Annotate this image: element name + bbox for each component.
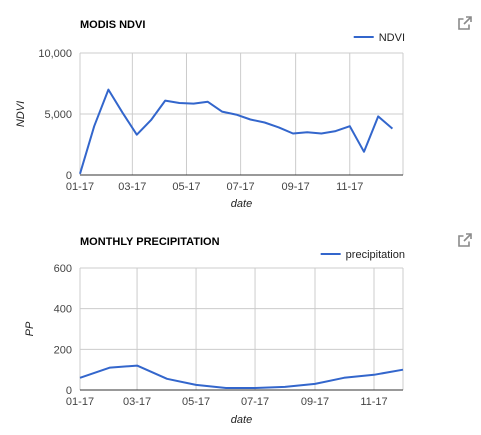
- ndvi-data-point[interactable]: [247, 116, 253, 122]
- precipitation-chart-panel: MONTHLY PRECIPITATION 0 200 400 600 01-17 03-1…: [0, 215, 481, 435]
- precipitation-data-point[interactable]: [252, 385, 258, 391]
- precipitation-series-line: [79, 364, 404, 389]
- precipitation-data-point[interactable]: [77, 375, 83, 381]
- y-tick-label: 0: [66, 385, 72, 397]
- y-tick-label: 10,000: [38, 48, 72, 60]
- ndvi-chart: MODIS NDVI 0 5,000 10,000 01-17 03-17 05-17 07-…: [15, 19, 405, 210]
- ndvi-chart-panel: MODIS NDVI 0 5,000 10,000 01-17 03-17 05-17 07-…: [0, 0, 481, 215]
- ndvi-data-point[interactable]: [233, 112, 239, 118]
- legend: NDVI: [353, 32, 405, 44]
- precipitation-data-point[interactable]: [164, 376, 170, 382]
- x-tick-label: 05-17: [172, 181, 200, 193]
- ndvi-data-point[interactable]: [333, 128, 339, 134]
- ndvi-data-point[interactable]: [91, 123, 97, 129]
- ndvi-data-point[interactable]: [389, 126, 395, 132]
- x-tick-label: 05-17: [182, 396, 210, 408]
- precipitation-data-point[interactable]: [282, 384, 288, 390]
- y-tick-label: 200: [54, 344, 72, 356]
- precipitation-chart: MONTHLY PRECIPITATION 0 200 400 600 01-17 03-1…: [24, 236, 406, 426]
- y-tick-label: 0: [66, 170, 72, 182]
- y-axis-title: PP: [24, 321, 36, 336]
- precipitation-data-point[interactable]: [400, 367, 406, 373]
- external-link-icon[interactable]: [457, 15, 473, 31]
- ndvi-data-point[interactable]: [120, 110, 126, 116]
- external-link-icon[interactable]: [457, 232, 473, 248]
- ndvi-data-point[interactable]: [219, 109, 225, 115]
- x-tick-label: 03-17: [118, 181, 146, 193]
- ndvi-data-point[interactable]: [148, 117, 154, 123]
- ndvi-data-point[interactable]: [347, 123, 353, 129]
- x-tick-label: 11-17: [360, 396, 387, 408]
- x-tick-label: 01-17: [66, 396, 94, 408]
- ndvi-data-point[interactable]: [162, 98, 168, 104]
- y-tick-label: 5,000: [44, 109, 72, 121]
- legend-label: NDVI: [379, 32, 405, 44]
- x-tick-label: 03-17: [123, 396, 151, 408]
- ndvi-data-point[interactable]: [77, 171, 83, 177]
- x-axis-title: date: [231, 198, 252, 210]
- precipitation-data-point[interactable]: [134, 363, 140, 369]
- ndvi-data-point[interactable]: [276, 124, 282, 130]
- ndvi-data-point[interactable]: [191, 101, 197, 107]
- chart-title: MONTHLY PRECIPITATION: [80, 236, 220, 248]
- ndvi-data-point[interactable]: [361, 149, 367, 155]
- precipitation-data-point[interactable]: [341, 375, 347, 381]
- ndvi-data-point[interactable]: [134, 132, 140, 138]
- chart-title: MODIS NDVI: [80, 19, 145, 31]
- y-tick-label: 400: [54, 304, 72, 316]
- precipitation-data-point[interactable]: [107, 365, 113, 371]
- ndvi-data-point[interactable]: [176, 100, 182, 106]
- x-tick-label: 01-17: [66, 181, 94, 193]
- x-tick-label: 11-17: [336, 181, 363, 193]
- ndvi-data-point[interactable]: [262, 120, 268, 126]
- ndvi-data-point[interactable]: [375, 113, 381, 119]
- x-tick-label: 07-17: [227, 181, 255, 193]
- precipitation-data-point[interactable]: [193, 382, 199, 388]
- legend: precipitation: [320, 249, 405, 261]
- precipitation-data-point[interactable]: [223, 385, 229, 391]
- x-tick-label: 09-17: [282, 181, 310, 193]
- precipitation-data-point[interactable]: [312, 381, 318, 387]
- x-tick-label: 07-17: [241, 396, 269, 408]
- y-axis-title: NDVI: [15, 101, 27, 127]
- ndvi-data-point[interactable]: [290, 131, 296, 137]
- ndvi-data-point[interactable]: [205, 99, 211, 105]
- y-tick-label: 600: [54, 263, 72, 275]
- x-tick-label: 09-17: [301, 396, 329, 408]
- legend-label: precipitation: [346, 249, 405, 261]
- ndvi-series-line: [79, 88, 394, 175]
- ndvi-data-point[interactable]: [304, 129, 310, 135]
- ndvi-data-point[interactable]: [318, 131, 324, 137]
- ndvi-data-point[interactable]: [105, 87, 111, 93]
- precipitation-data-point[interactable]: [371, 372, 377, 378]
- x-axis-title: date: [231, 414, 252, 426]
